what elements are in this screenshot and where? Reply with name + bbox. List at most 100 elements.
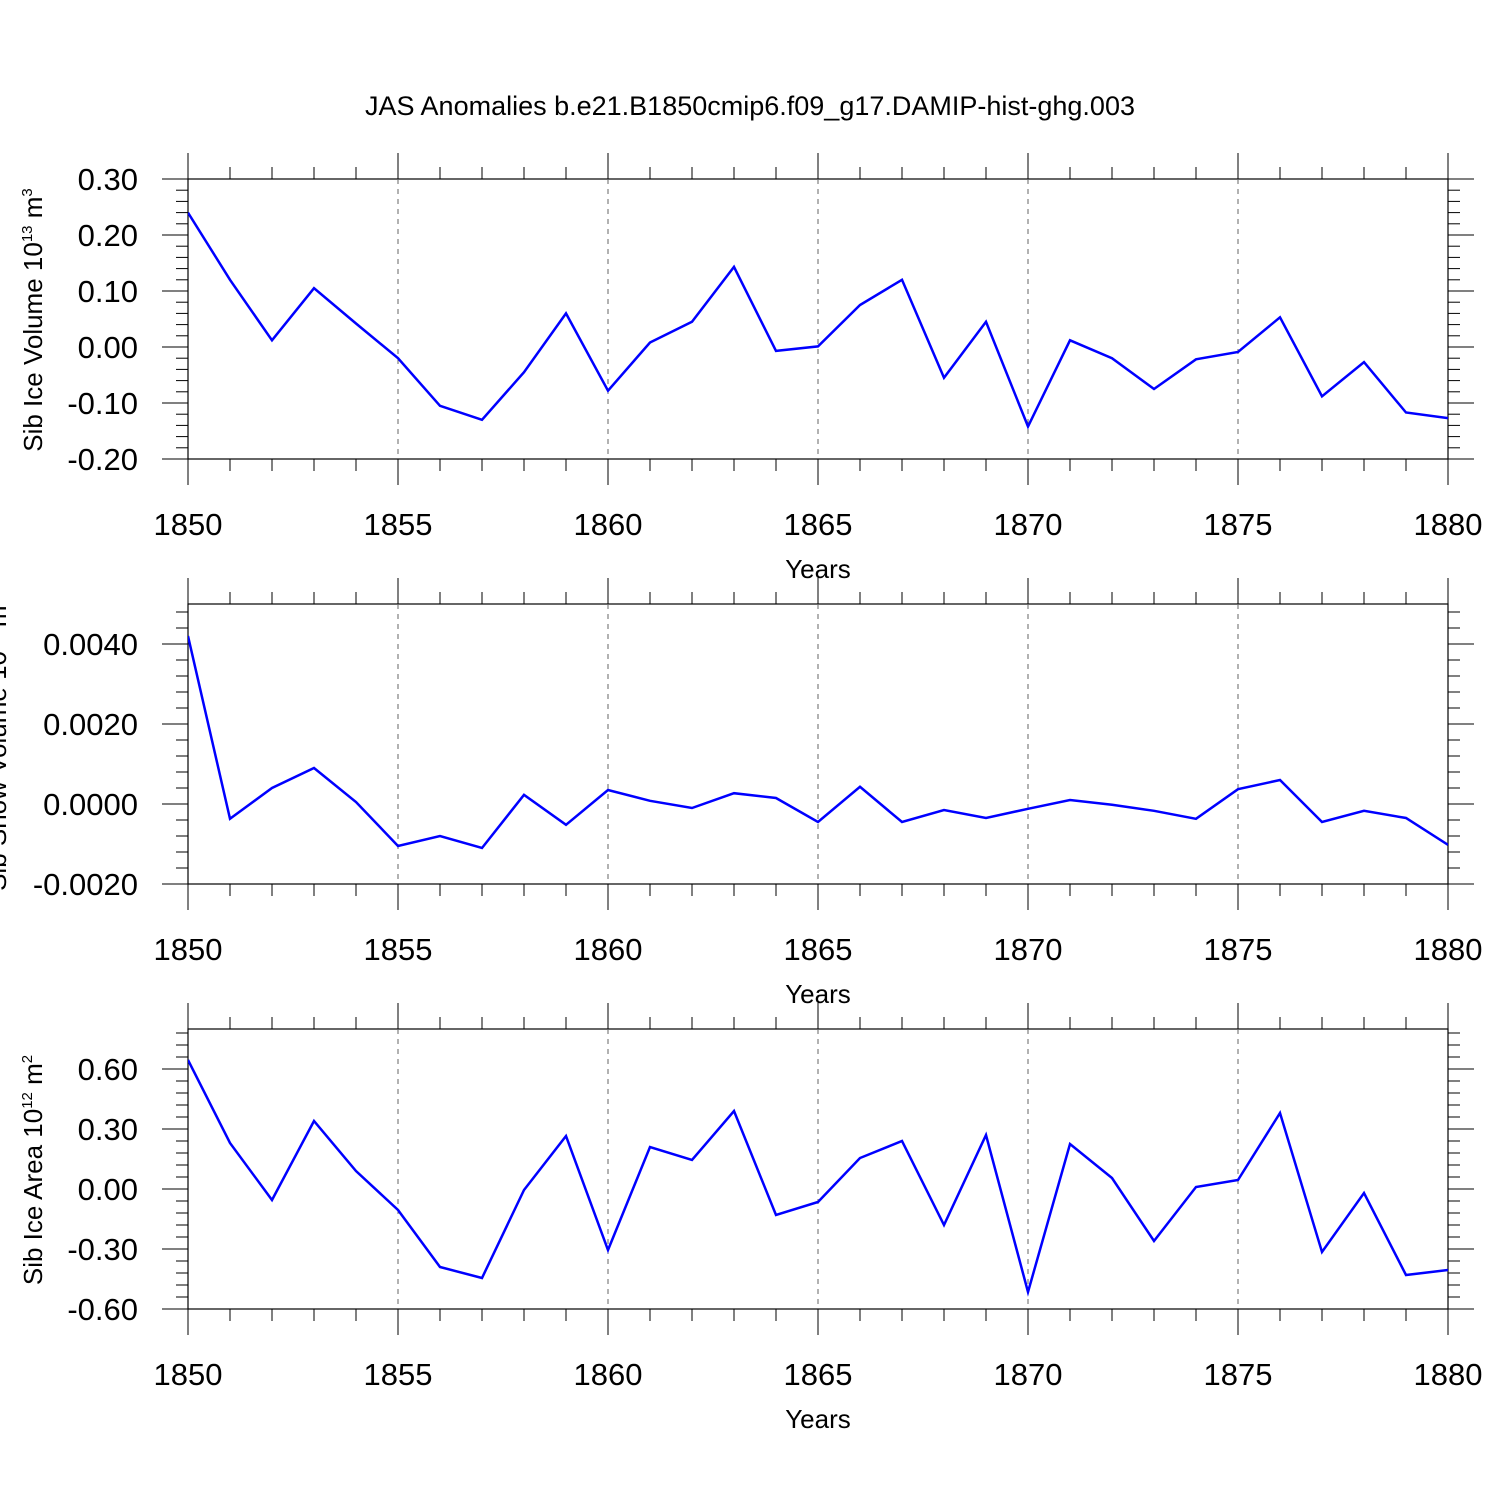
y-axis-label-unit-exponent: 3 [19,188,36,196]
chart-title: JAS Anomalies b.e21.B1850cmip6.f09_g17.D… [365,91,1135,121]
data-point [1279,316,1282,319]
series-line [188,1059,1448,1297]
y-tick-label: 0.0020 [43,707,138,742]
x-tick-label: 1880 [1414,507,1483,542]
data-point [1321,821,1324,824]
data-point [1237,351,1240,354]
x-tick-label: 1860 [574,932,643,967]
data-point [1027,425,1030,428]
data-point [649,799,652,802]
x-tick-label: 1860 [574,1357,643,1392]
data-point [691,807,694,810]
y-tick-label: 0.10 [78,274,138,309]
data-point [1447,417,1450,420]
data-point [229,278,232,281]
chart-panel-3: -0.60 -0.30 0.00 0.30 0.60 1850 1855 1860 1865 18… [18,1003,1482,1434]
data-point [1111,803,1114,806]
data-point [313,767,316,770]
data-point [355,801,358,804]
chart-panel-1: -0.20 -0.10 0.00 0.10 0.20 0.30 1850 1855 1860 18… [18,153,1482,584]
y-tick-label: -0.0020 [33,867,138,902]
data-point [523,1189,526,1192]
data-point [985,1134,988,1137]
data-point [607,1249,610,1252]
y-tick-label: 0.00 [78,330,138,365]
data-point [271,1199,274,1202]
data-point [481,418,484,421]
y-axis-label-text: Sib Snow Volume 10 [0,651,12,891]
x-tick-label: 1875 [1204,1357,1273,1392]
data-point [1111,357,1114,360]
x-tick-label: 1855 [364,932,433,967]
data-point [985,320,988,323]
data-point [1069,339,1072,342]
x-tick-label: 1850 [154,507,223,542]
data-point [985,817,988,820]
y-tick-label: 0.00 [78,1172,138,1207]
data-point [1279,1112,1282,1115]
y-tick-label: 0.20 [78,218,138,253]
y-tick-label: -0.20 [67,442,138,477]
data-point [187,635,190,638]
y-axis-label-unit: m [18,197,48,226]
x-tick-label: 1875 [1204,932,1273,967]
data-point [649,341,652,344]
data-point [439,835,442,838]
y-axis-label: Sib Ice Area 1012 m2 [18,1055,48,1285]
y-tick-label: -0.30 [67,1232,138,1267]
chart-panel-2: -0.0020 0.0000 0.0020 0.0040 1850 1855 1860 186… [0,578,1482,1009]
data-point [817,345,820,348]
data-point [355,1170,358,1173]
y-axis-label-exponent: 12 [19,1092,36,1109]
data-point [1279,779,1282,782]
data-point [313,287,316,290]
y-axis-label-unit: m [18,1063,48,1092]
data-point [1405,1274,1408,1277]
data-point [607,389,610,392]
data-point [439,404,442,407]
x-axis-label: Years [785,1404,851,1434]
x-tick-label: 1850 [154,932,223,967]
y-tick-label: 0.0000 [43,787,138,822]
x-tick-label: 1855 [364,507,433,542]
data-point [649,1146,652,1149]
x-tick-label: 1870 [994,507,1063,542]
data-point [1321,1251,1324,1254]
data-point [1027,807,1030,810]
data-point [901,821,904,824]
data-point [1405,817,1408,820]
data-point [523,793,526,796]
data-point [397,357,400,360]
data-point [901,278,904,281]
data-point [1195,817,1198,820]
y-axis-label: Sib Ice Volume 1013 m3 [18,188,48,452]
data-point [691,1159,694,1162]
data-point [313,1120,316,1123]
x-tick-label: 1880 [1414,1357,1483,1392]
data-point [1027,1291,1030,1294]
data-point [187,211,190,214]
data-point [1237,1179,1240,1182]
data-point [607,789,610,792]
data-point [565,312,568,315]
data-point [565,823,568,826]
x-tick-label: 1870 [994,1357,1063,1392]
data-point [775,349,778,352]
data-point [733,265,736,268]
y-tick-label: -0.10 [67,386,138,421]
data-point [355,322,358,325]
data-point [565,1135,568,1138]
data-point [481,847,484,850]
data-point [397,1209,400,1212]
data-point [1237,788,1240,791]
x-tick-label: 1870 [994,932,1063,967]
data-point [1363,809,1366,812]
data-point [1321,395,1324,398]
data-point [775,797,778,800]
data-point [1447,843,1450,846]
data-point [943,1224,946,1227]
data-point [1363,1192,1366,1195]
y-axis-label-unit: m [0,605,12,634]
x-tick-label: 1880 [1414,932,1483,967]
